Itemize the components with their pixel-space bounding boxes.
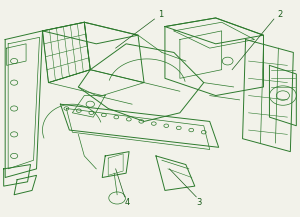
Text: 1: 1 — [158, 10, 163, 19]
Text: 2: 2 — [277, 10, 283, 19]
Text: 4: 4 — [125, 198, 130, 207]
Text: 3: 3 — [196, 198, 202, 207]
